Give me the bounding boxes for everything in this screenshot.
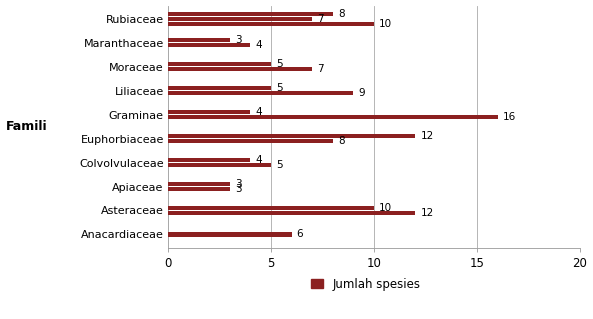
Text: 10: 10: [379, 203, 392, 213]
Text: 8: 8: [338, 136, 345, 146]
Bar: [168, 134, 415, 138]
Bar: [168, 17, 312, 21]
Bar: [168, 110, 250, 114]
Text: 5: 5: [276, 83, 283, 93]
Text: 16: 16: [503, 112, 516, 122]
Text: 3: 3: [235, 35, 241, 45]
Bar: [168, 86, 271, 90]
Text: 6: 6: [296, 229, 304, 240]
Bar: [168, 91, 353, 95]
Bar: [168, 22, 374, 26]
Text: 4: 4: [256, 155, 262, 165]
Bar: [168, 232, 292, 237]
Text: 7: 7: [317, 64, 324, 74]
Bar: [168, 187, 229, 191]
Text: 4: 4: [256, 40, 262, 50]
Text: 12: 12: [420, 131, 433, 141]
Text: 3: 3: [235, 179, 241, 189]
Text: 5: 5: [276, 160, 283, 170]
Bar: [168, 62, 271, 66]
Bar: [168, 115, 498, 119]
Bar: [168, 163, 271, 167]
Text: 3: 3: [235, 184, 241, 194]
Bar: [168, 67, 312, 71]
Text: 7: 7: [317, 14, 324, 24]
Bar: [168, 43, 250, 48]
Text: 9: 9: [359, 88, 365, 98]
Text: 12: 12: [420, 208, 433, 218]
Bar: [168, 11, 333, 16]
Text: 4: 4: [256, 107, 262, 117]
Text: 10: 10: [379, 19, 392, 29]
Y-axis label: Famili: Famili: [5, 120, 47, 133]
Bar: [168, 206, 374, 210]
Bar: [168, 38, 229, 42]
Bar: [168, 139, 333, 143]
Bar: [168, 182, 229, 186]
Bar: [168, 211, 415, 215]
Text: 5: 5: [276, 59, 283, 69]
Bar: [168, 158, 250, 162]
Text: 8: 8: [338, 9, 345, 19]
Legend: Jumlah spesies: Jumlah spesies: [311, 278, 420, 291]
